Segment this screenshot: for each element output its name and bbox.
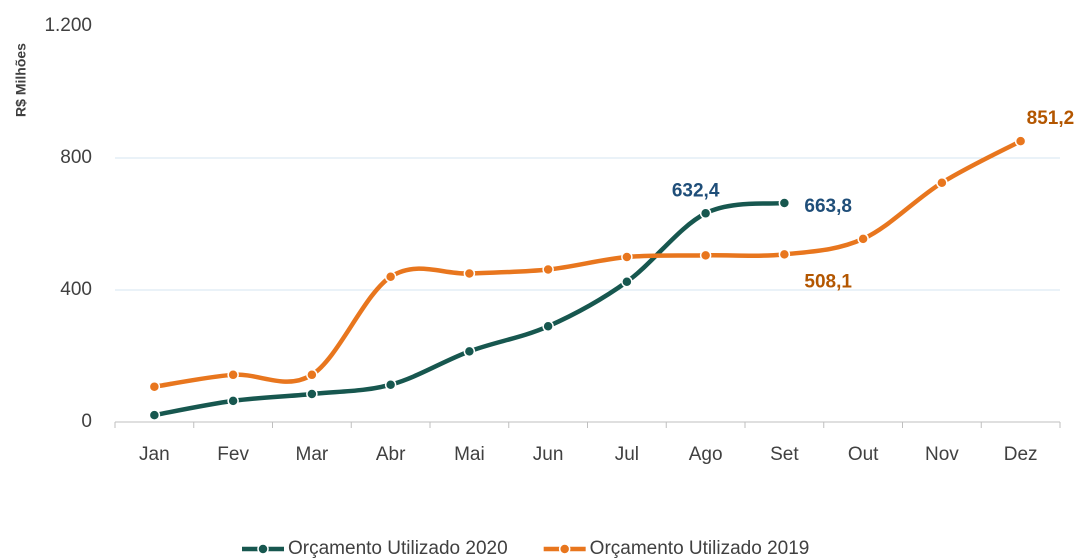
x-tick-label: Mai	[454, 444, 485, 465]
y-axis-label: R$ Milhões	[13, 43, 29, 117]
x-tick-label: Out	[848, 444, 879, 465]
x-tick-label: Set	[770, 444, 799, 465]
y-tick-label: 800	[60, 147, 92, 168]
y-tick-label: 1.200	[44, 15, 92, 36]
data-point	[699, 207, 712, 220]
data-point	[306, 388, 318, 400]
data-point	[621, 276, 633, 288]
data-point	[227, 369, 239, 381]
series-line	[153, 200, 785, 418]
data-point	[227, 395, 239, 407]
x-tick-label: Abr	[376, 444, 406, 465]
data-point	[384, 271, 397, 283]
y-tick-label: 400	[60, 279, 92, 300]
data-point	[699, 249, 712, 262]
series-line	[154, 139, 1022, 389]
y-tick-label: 0	[81, 411, 92, 432]
x-tick-label: Jul	[615, 444, 639, 465]
x-tick-label: Dez	[1004, 444, 1038, 465]
legend-label: Orçamento Utilizado 2020	[288, 538, 508, 559]
legend-marker	[257, 543, 269, 555]
data-point	[542, 263, 554, 276]
data-point	[148, 409, 161, 421]
data-point	[542, 320, 554, 333]
data-point	[936, 177, 948, 189]
data-point	[306, 369, 318, 381]
data-point	[148, 380, 161, 393]
data-label: 632,4	[672, 180, 720, 201]
legend-marker	[558, 543, 571, 555]
data-label: 508,1	[804, 271, 852, 292]
data-point	[857, 233, 869, 245]
data-point	[778, 197, 791, 209]
x-tick-label: Jun	[533, 444, 564, 465]
legend-label: Orçamento Utilizado 2019	[590, 538, 810, 559]
x-tick-label: Jan	[139, 444, 170, 465]
data-label: 851,2	[1027, 108, 1075, 129]
data-point	[384, 378, 397, 391]
data-point	[463, 267, 476, 280]
data-point	[778, 248, 791, 261]
data-label: 663,8	[804, 196, 852, 217]
data-point	[463, 345, 476, 358]
x-tick-label: Mar	[296, 444, 329, 465]
data-point	[1014, 135, 1027, 147]
x-tick-label: Nov	[925, 444, 959, 465]
x-tick-label: Ago	[689, 444, 723, 465]
data-point	[621, 251, 633, 263]
x-tick-label: Fev	[217, 444, 249, 465]
